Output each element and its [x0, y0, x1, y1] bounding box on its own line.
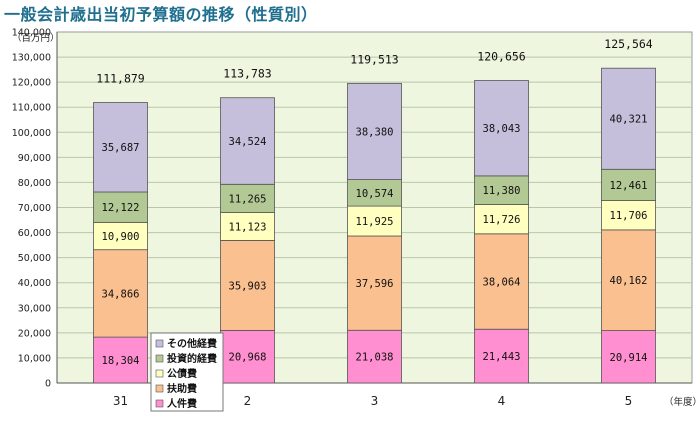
y-tick-label: 70,000: [18, 203, 51, 214]
legend-swatch: [155, 384, 164, 393]
legend-label: 公債費: [167, 367, 197, 380]
data-label: 11,123: [229, 221, 267, 233]
data-label: 11,706: [610, 210, 648, 222]
bar-segment: [220, 97, 275, 185]
data-label: 35,687: [102, 142, 140, 154]
x-tick-label: 5: [625, 394, 633, 408]
data-label: 35,903: [229, 280, 267, 292]
y-tick-label: 80,000: [18, 178, 51, 189]
total-label: 111,879: [96, 72, 145, 86]
bar-segment: [601, 168, 656, 201]
bar-segment: [93, 221, 148, 251]
y-axis-unit: （百万円）: [12, 32, 60, 44]
bar-segment: [220, 212, 275, 241]
y-tick-label: 40,000: [18, 278, 51, 289]
x-tick-label: 31: [113, 394, 128, 408]
legend-label: 人件費: [167, 397, 197, 410]
bar-segment: [347, 82, 402, 180]
data-label: 21,038: [356, 352, 394, 364]
data-label: 40,321: [610, 114, 648, 126]
data-label: 34,866: [102, 288, 140, 300]
bar-segment: [474, 233, 529, 330]
bar-segment: [220, 183, 275, 213]
bar-segment: [347, 329, 402, 384]
data-label: 40,162: [610, 275, 648, 287]
legend-swatch: [155, 354, 164, 363]
x-axis-unit: （年度）: [664, 396, 700, 408]
x-tick-label: 3: [371, 394, 379, 408]
bar-segment: [601, 330, 656, 384]
data-label: 10,574: [356, 188, 394, 200]
data-label: 11,925: [356, 216, 394, 228]
legend-swatch: [155, 369, 164, 378]
data-label: 12,122: [102, 202, 140, 214]
y-tick-label: 100,000: [12, 128, 51, 139]
legend-label: その他経費: [167, 337, 217, 350]
y-tick-label: 60,000: [18, 228, 51, 239]
legend-label: 扶助費: [167, 382, 197, 395]
bar-segment: [93, 102, 148, 193]
data-label: 38,064: [483, 277, 521, 289]
bar-segment: [474, 328, 529, 384]
data-label: 12,461: [610, 180, 648, 192]
bar-segment: [347, 179, 402, 207]
x-tick-label: 2: [244, 394, 252, 408]
bar-segment: [474, 204, 529, 235]
data-label: 18,304: [102, 355, 140, 367]
data-label: 34,524: [229, 136, 267, 148]
bar-segment: [601, 229, 656, 331]
data-label: 21,443: [483, 351, 521, 363]
bar-segment: [601, 67, 656, 170]
bar-segment: [93, 191, 148, 223]
data-label: 20,914: [610, 352, 648, 364]
total-label: 119,513: [350, 52, 399, 66]
legend-swatch: [155, 339, 164, 348]
y-tick-label: 90,000: [18, 153, 51, 164]
chart-title: 一般会計歳出当初予算額の推移（性質別）: [4, 5, 318, 24]
y-tick-label: 0: [45, 379, 51, 390]
y-tick-label: 30,000: [18, 303, 51, 314]
y-tick-label: 130,000: [12, 53, 51, 64]
y-tick-label: 50,000: [18, 253, 51, 264]
data-label: 11,380: [483, 185, 521, 197]
bar-segment: [347, 235, 402, 331]
y-tick-label: 20,000: [18, 328, 51, 339]
bar-segment: [93, 249, 148, 338]
bar-segment: [601, 200, 656, 231]
data-label: 20,968: [229, 352, 267, 364]
legend-label: 投資的経費: [167, 352, 217, 365]
x-tick-label: 4: [498, 394, 506, 408]
data-label: 38,380: [356, 126, 394, 138]
legend-swatch: [155, 399, 164, 408]
y-tick-label: 120,000: [12, 78, 51, 89]
bar-segment: [347, 205, 402, 237]
bar-segment: [93, 336, 148, 384]
total-label: 125,564: [604, 37, 653, 51]
data-label: 11,726: [483, 214, 521, 226]
data-label: 11,265: [229, 193, 267, 205]
y-tick-label: 110,000: [12, 103, 51, 114]
data-label: 10,900: [102, 231, 140, 243]
total-label: 113,783: [223, 67, 272, 81]
bar-segment: [220, 240, 275, 331]
y-tick-label: 140,000: [12, 28, 51, 39]
total-label: 120,656: [477, 49, 526, 63]
data-label: 37,596: [356, 278, 394, 290]
y-tick-label: 10,000: [18, 353, 51, 364]
data-label: 38,043: [483, 123, 521, 135]
bar-segment: [474, 80, 529, 177]
